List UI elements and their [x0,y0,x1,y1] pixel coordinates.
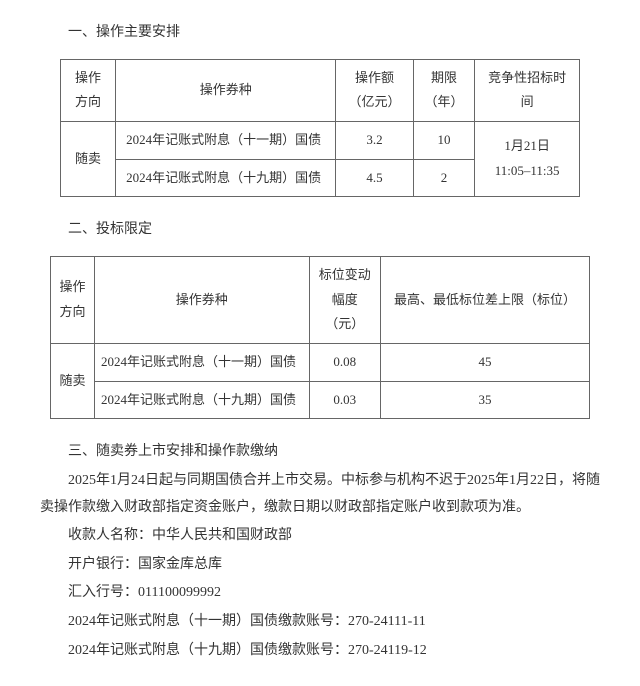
paragraph-account-2: 2024年记账式附息（十九期）国债缴款账号：270-24119-12 [40,638,600,665]
cell-amount: 4.5 [336,159,413,197]
cell-term: 10 [413,121,475,159]
cell-limit: 35 [381,381,590,419]
section-1-title: 一、操作主要安排 [40,20,600,47]
cell-term: 2 [413,159,475,197]
cell-direction: 随卖 [51,344,95,419]
bid-date: 1月21日 [483,134,571,159]
col-bond-type: 操作券种 [95,256,310,343]
table-row: 操作方向 操作券种 操作额（亿元） 期限（年） 竞争性招标时间 [61,59,580,121]
table-row: 2024年记账式附息（十九期）国债 0.03 35 [51,381,590,419]
cell-direction: 随卖 [61,121,116,196]
section-3-title: 三、随卖券上市安排和操作款缴纳 [40,439,600,466]
paragraph-bank: 开户银行：国家金库总库 [40,552,600,579]
paragraph-bank-code: 汇入行号：011100099992 [40,580,600,607]
col-bond-type: 操作券种 [116,59,336,121]
cell-bond-name: 2024年记账式附息（十一期）国债 [116,121,336,159]
cell-bid-time: 1月21日 11:05–11:35 [475,121,580,196]
cell-bond-name: 2024年记账式附息（十一期）国债 [95,344,310,382]
table-row: 操作方向 操作券种 标位变动幅度（元） 最高、最低标位差上限（标位） [51,256,590,343]
cell-step: 0.03 [309,381,381,419]
cell-amount: 3.2 [336,121,413,159]
col-amount: 操作额（亿元） [336,59,413,121]
bid-time-range: 11:05–11:35 [483,159,571,184]
col-bid-time: 竞争性招标时间 [475,59,580,121]
cell-bond-name: 2024年记账式附息（十九期）国债 [95,381,310,419]
cell-step: 0.08 [309,344,381,382]
cell-bond-name: 2024年记账式附息（十九期）国债 [116,159,336,197]
col-direction: 操作方向 [61,59,116,121]
paragraph-payee: 收款人名称：中华人民共和国财政部 [40,523,600,550]
col-step: 标位变动幅度（元） [309,256,381,343]
table-row: 随卖 2024年记账式附息（十一期）国债 0.08 45 [51,344,590,382]
paragraph-account-1: 2024年记账式附息（十一期）国债缴款账号：270-24111-11 [40,609,600,636]
table-operation-arrangement: 操作方向 操作券种 操作额（亿元） 期限（年） 竞争性招标时间 随卖 2024年… [60,59,580,198]
paragraph-listing: 2025年1月24日起与同期国债合并上市交易。中标参与机构不迟于2025年1月2… [40,468,600,521]
table-bid-limit: 操作方向 操作券种 标位变动幅度（元） 最高、最低标位差上限（标位） 随卖 20… [50,256,590,419]
table-row: 随卖 2024年记账式附息（十一期）国债 3.2 10 1月21日 11:05–… [61,121,580,159]
col-direction: 操作方向 [51,256,95,343]
col-limit: 最高、最低标位差上限（标位） [381,256,590,343]
col-term: 期限（年） [413,59,475,121]
section-2-title: 二、投标限定 [40,217,600,244]
cell-limit: 45 [381,344,590,382]
